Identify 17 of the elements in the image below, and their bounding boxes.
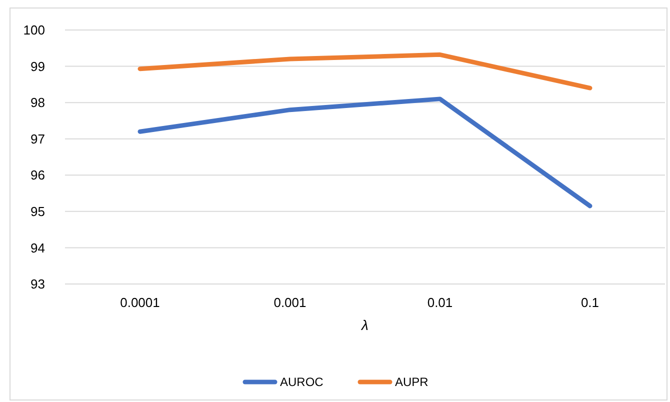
y-tick-label: 97: [30, 131, 45, 146]
x-tick-label: 0.0001: [120, 295, 160, 310]
line-series: [138, 96, 592, 208]
y-tick-label: 100: [23, 22, 45, 38]
x-tick-label: 0.01: [427, 295, 453, 310]
y-tick-label: 98: [30, 95, 45, 110]
y-tick-label: 94: [30, 240, 45, 256]
x-tick-label: 0.001: [274, 295, 306, 310]
x-axis-title: λ: [360, 317, 369, 333]
y-tick-label: 95: [30, 204, 45, 219]
legend-label: AUPR: [395, 375, 429, 390]
y-tick-label: 96: [30, 168, 45, 183]
line-series: [138, 52, 592, 90]
y-tick-label: 99: [30, 58, 45, 74]
y-tick-label: 93: [30, 276, 45, 292]
x-tick-label: 0.1: [580, 295, 600, 310]
legend-label: AUROC: [280, 375, 324, 390]
